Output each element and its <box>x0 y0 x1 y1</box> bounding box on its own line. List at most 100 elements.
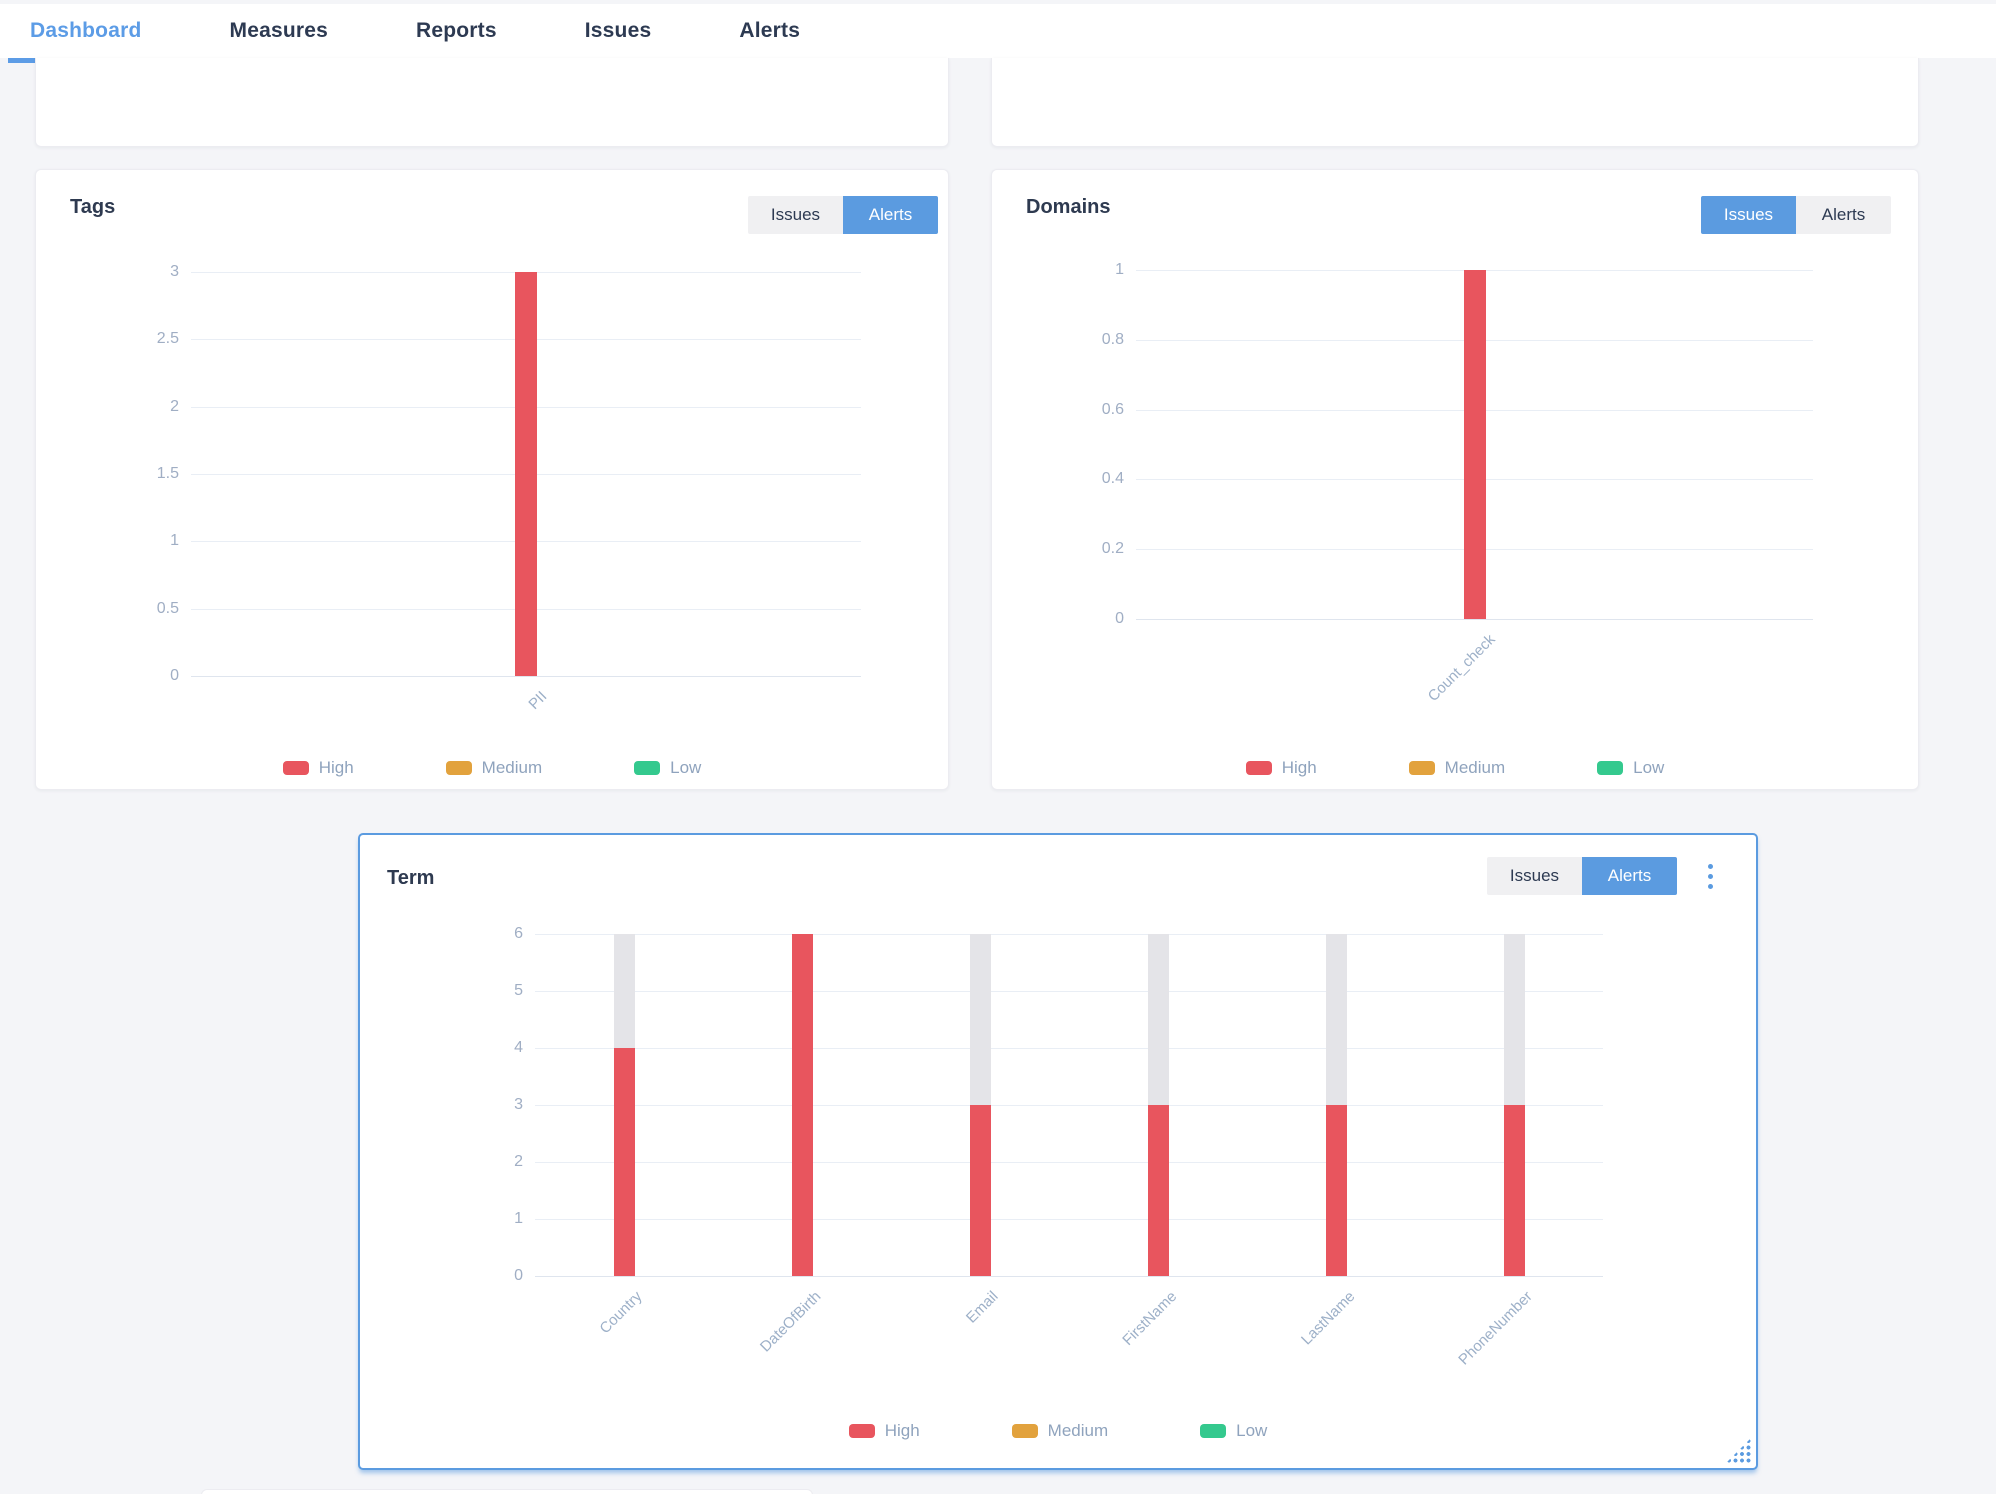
legend-item-low[interactable]: Low <box>1200 1421 1267 1441</box>
y-gridline <box>535 934 1603 935</box>
y-tick-label: 1 <box>170 532 179 550</box>
y-tick-label: 1 <box>1115 261 1124 278</box>
tab-dashboard[interactable]: Dashboard <box>8 4 164 63</box>
legend-swatch-icon <box>1597 761 1624 775</box>
tags-toggle-alerts-button[interactable]: Alerts <box>843 196 938 234</box>
legend-swatch-icon <box>1200 1424 1227 1438</box>
legend-item-high[interactable]: High <box>1245 758 1317 778</box>
term-toggle-alerts-button[interactable]: Alerts <box>1582 857 1677 895</box>
term-bar-chart: 6 5 4 3 2 1 0 Country DateOfBirth Email FirstName L… <box>360 835 1756 1468</box>
bar-high-Count_check[interactable] <box>1463 270 1486 619</box>
x-tick-label: Country <box>596 1288 647 1338</box>
y-tick-label: 5 <box>514 982 523 999</box>
legend-swatch-icon <box>1408 761 1435 775</box>
tags-issues-alerts-toggle: Issues Alerts <box>748 196 938 234</box>
y-tick-label: 6 <box>514 925 523 942</box>
y-gridline <box>535 1219 1603 1220</box>
bar-high-LastName[interactable] <box>1325 1105 1347 1276</box>
legend-label: High <box>1281 758 1317 777</box>
tab-reports[interactable]: Reports <box>416 19 497 42</box>
domains-issues-alerts-toggle: Issues Alerts <box>1701 196 1891 234</box>
tags-bar-chart: 3 2.5 2 1.5 1 0.5 0 PII High Medium Low <box>36 170 948 789</box>
bar-high-Country[interactable] <box>613 1048 635 1276</box>
legend-swatch-icon <box>848 1424 875 1438</box>
y-tick-label: 0.8 <box>1101 330 1124 348</box>
legend-item-low[interactable]: Low <box>634 758 701 778</box>
y-gridline <box>535 1276 1603 1277</box>
y-gridline <box>1136 619 1813 620</box>
partial-card-top-left <box>35 58 949 147</box>
domains-bar-chart: 1 0.8 0.6 0.4 0.2 0 Count_check High Medium Low <box>992 170 1918 789</box>
tab-alerts[interactable]: Alerts <box>739 19 801 42</box>
y-tick-label: 0 <box>1115 610 1124 627</box>
y-tick-label: 3 <box>170 263 179 280</box>
term-issues-alerts-toggle: Issues Alerts <box>1487 857 1677 895</box>
x-tick-label: Count_check <box>1424 631 1499 705</box>
domains-toggle-issues-button[interactable]: Issues <box>1701 196 1796 234</box>
legend-label: Medium <box>1444 758 1506 777</box>
y-gridline <box>535 1105 1603 1106</box>
domains-toggle-alerts-button[interactable]: Alerts <box>1796 196 1891 234</box>
tags-card: Tags Issues Alerts 3 2.5 2 1.5 1 0.5 0 PII High M… <box>35 169 949 790</box>
x-tick-label: PII <box>525 688 551 713</box>
x-tick-label: PhoneNumber <box>1455 1288 1537 1369</box>
chart-legend: High Medium Low <box>992 758 1918 778</box>
bar-high-DateOfBirth[interactable] <box>791 934 813 1276</box>
kebab-menu-icon[interactable] <box>1700 858 1720 894</box>
legend-item-medium[interactable]: Medium <box>1011 1421 1109 1441</box>
y-tick-label: 1.5 <box>156 465 179 482</box>
y-gridline <box>535 1048 1603 1049</box>
legend-label: High <box>884 1421 920 1440</box>
y-tick-label: 3 <box>514 1096 523 1113</box>
y-tick-label: 0.4 <box>1101 470 1124 488</box>
legend-label: Medium <box>1047 1421 1109 1440</box>
y-tick-label: 1 <box>514 1210 523 1227</box>
legend-label: Medium <box>481 758 543 777</box>
legend-swatch-icon <box>282 761 309 775</box>
tab-issues[interactable]: Issues <box>584 19 652 42</box>
tags-card-title: Tags <box>70 196 116 218</box>
y-gridline <box>191 676 861 677</box>
legend-item-low[interactable]: Low <box>1597 758 1664 778</box>
term-card: Term Issues Alerts 6 5 4 3 2 1 0 Country DateOfB… <box>358 833 1758 1470</box>
top-nav-tabs: Dashboard Measures Reports Issues Alerts <box>0 4 1996 63</box>
legend-label: High <box>318 758 354 777</box>
x-tick-label: Email <box>963 1288 1003 1327</box>
legend-item-medium[interactable]: Medium <box>445 758 543 778</box>
x-tick-label: LastName <box>1297 1288 1359 1349</box>
legend-label: Low <box>1236 1421 1268 1440</box>
bar-high-PhoneNumber[interactable] <box>1503 1105 1525 1276</box>
bar-high-Email[interactable] <box>969 1105 991 1276</box>
term-card-title: Term <box>387 867 435 889</box>
legend-item-high[interactable]: High <box>848 1421 920 1441</box>
y-tick-label: 0.2 <box>1101 540 1124 558</box>
y-tick-label: 0 <box>514 1267 523 1284</box>
partial-card-top-right <box>991 58 1919 147</box>
y-tick-label: 0 <box>170 667 179 684</box>
y-tick-label: 4 <box>514 1039 523 1056</box>
y-gridline <box>535 1162 1603 1163</box>
legend-label: Low <box>670 758 702 777</box>
term-toggle-issues-button[interactable]: Issues <box>1487 857 1582 895</box>
legend-swatch-icon <box>445 761 472 775</box>
tab-measures[interactable]: Measures <box>229 19 328 42</box>
legend-item-medium[interactable]: Medium <box>1408 758 1506 778</box>
x-tick-label: FirstName <box>1119 1288 1181 1349</box>
chart-legend: High Medium Low <box>36 758 948 778</box>
y-tick-label: 2 <box>514 1153 523 1170</box>
bar-high-FirstName[interactable] <box>1147 1105 1169 1276</box>
legend-swatch-icon <box>1011 1424 1038 1438</box>
y-gridline <box>535 991 1603 992</box>
domains-card: Domains Issues Alerts 1 0.8 0.6 0.4 0.2 0 Coun… <box>991 169 1919 790</box>
legend-label: Low <box>1633 758 1665 777</box>
y-tick-label: 2 <box>170 397 179 415</box>
legend-item-high[interactable]: High <box>282 758 354 778</box>
y-tick-label: 0.6 <box>1101 400 1124 418</box>
bar-high-PII[interactable] <box>515 272 537 676</box>
chart-legend: High Medium Low <box>360 1421 1756 1441</box>
domains-card-title: Domains <box>1026 196 1111 218</box>
tags-toggle-issues-button[interactable]: Issues <box>748 196 843 234</box>
y-tick-label: 0.5 <box>156 599 179 617</box>
legend-swatch-icon <box>1245 761 1272 775</box>
